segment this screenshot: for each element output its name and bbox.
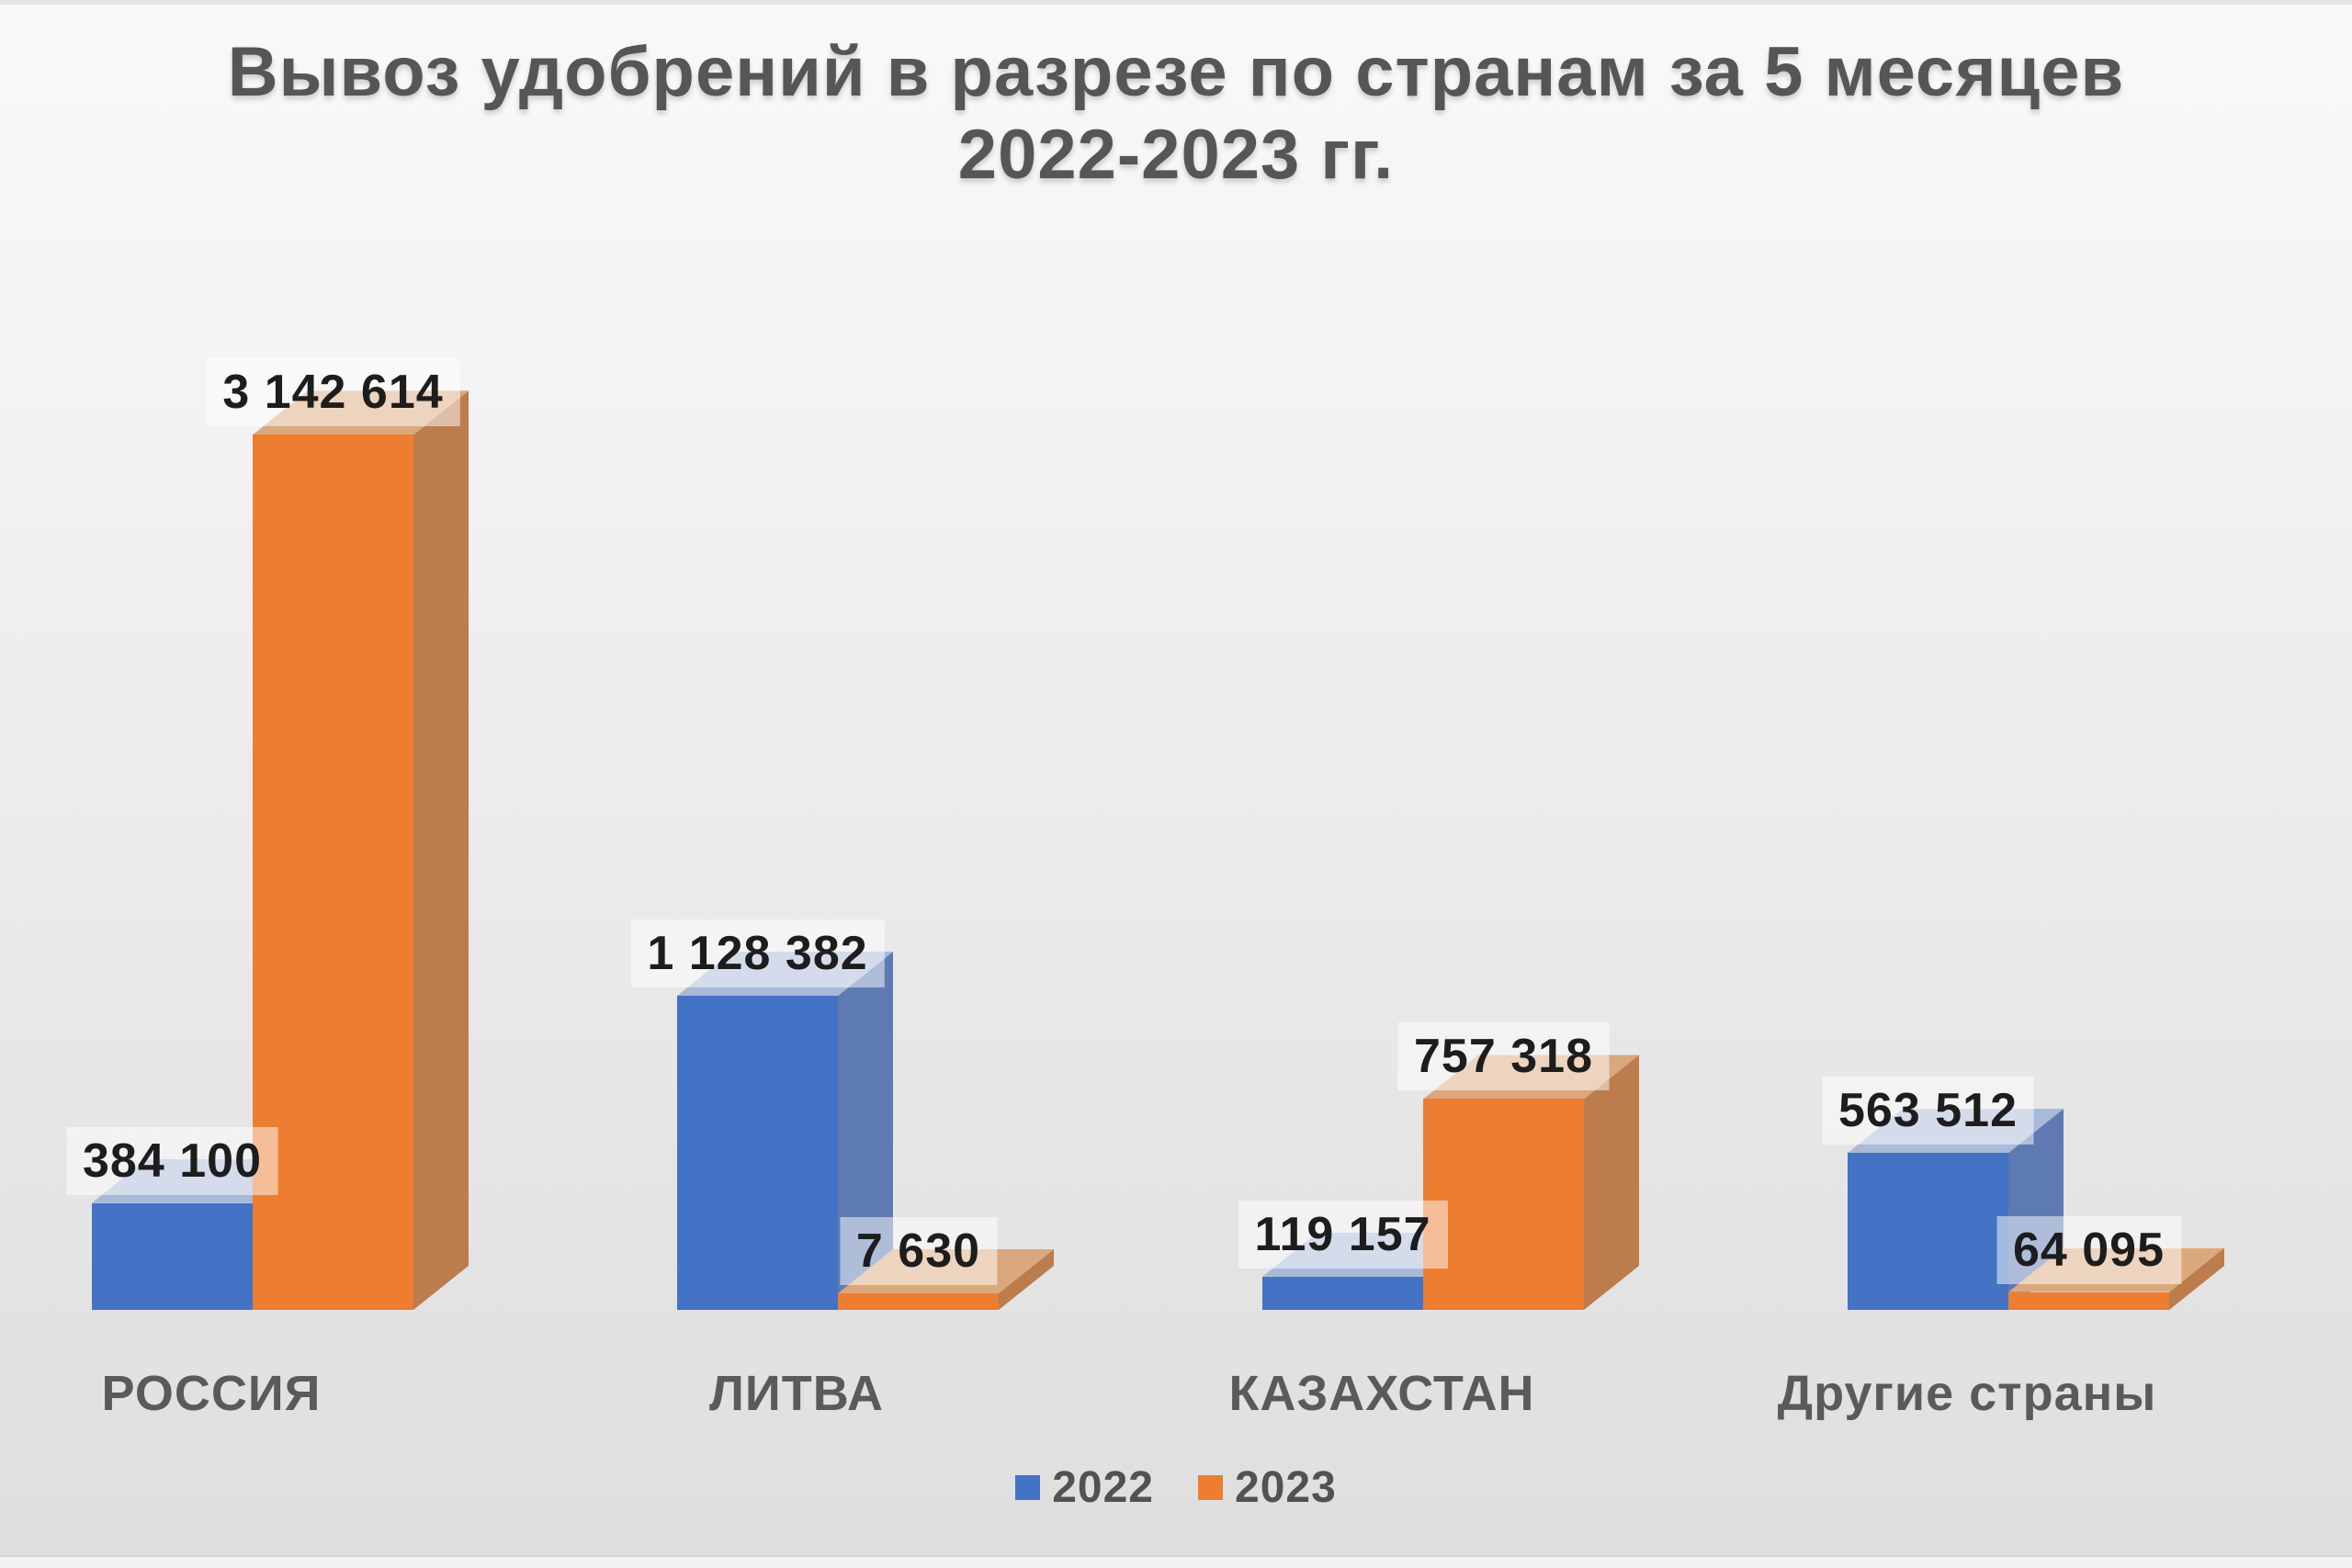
legend-label-2022: 2022 (1052, 1463, 1154, 1512)
chart-legend: 2022 2023 (0, 1462, 2352, 1513)
bar-2022-russia-front-face (92, 1202, 253, 1310)
data-label-2022-other-countries: 563 512 (1822, 1077, 2034, 1145)
data-label-2023-kazakhstan: 757 318 (1397, 1022, 1610, 1091)
chart-title-line2: 2022-2023 гг. (957, 115, 1395, 194)
data-label-2023-russia: 3 142 614 (206, 358, 460, 427)
bar-2023-russia-front-face (253, 434, 413, 1310)
bar-2022-kazakhstan-front-face (1262, 1276, 1423, 1310)
chart-title-line1: Вывоз удобрений в разрезе по странам за … (227, 33, 2125, 111)
chart-title: Вывоз удобрений в разрезе по странам за … (0, 31, 2352, 196)
category-label-kazakhstan: КАЗАХСТАН (1228, 1366, 1535, 1421)
legend-label-2023: 2023 (1235, 1463, 1337, 1512)
legend-swatch-2022 (1015, 1475, 1041, 1500)
legend-item-2022: 2022 (1015, 1462, 1154, 1513)
category-label-russia: РОССИЯ (101, 1366, 322, 1421)
data-label-2022-russia: 384 100 (66, 1126, 278, 1195)
bottom-edge-line (0, 1555, 2352, 1568)
bar-2022-other-countries-front-face (1848, 1153, 2008, 1310)
legend-item-2023: 2023 (1198, 1462, 1337, 1513)
data-label-2023-lithuania: 7 630 (839, 1217, 998, 1285)
bar-2023-russia-side-face (413, 390, 469, 1310)
data-label-2022-lithuania: 1 128 382 (630, 919, 885, 987)
legend-swatch-2023 (1198, 1475, 1223, 1500)
data-label-2023-other-countries: 64 095 (1996, 1215, 2182, 1284)
bar-2023-kazakhstan-front-face (1423, 1099, 1584, 1310)
data-label-2022-kazakhstan: 119 157 (1238, 1200, 1448, 1269)
category-label-other-countries: Другие страны (1777, 1366, 2157, 1421)
top-edge-line (0, 0, 2352, 5)
category-label-lithuania: ЛИТВА (709, 1366, 884, 1421)
bar-2023-other-countries-front-face (2008, 1292, 2169, 1310)
bar-2022-lithuania-front-face (677, 995, 838, 1310)
bar-2023-lithuania-front-face (838, 1293, 999, 1310)
bar-2023-kazakhstan-side-face (1584, 1055, 1639, 1310)
